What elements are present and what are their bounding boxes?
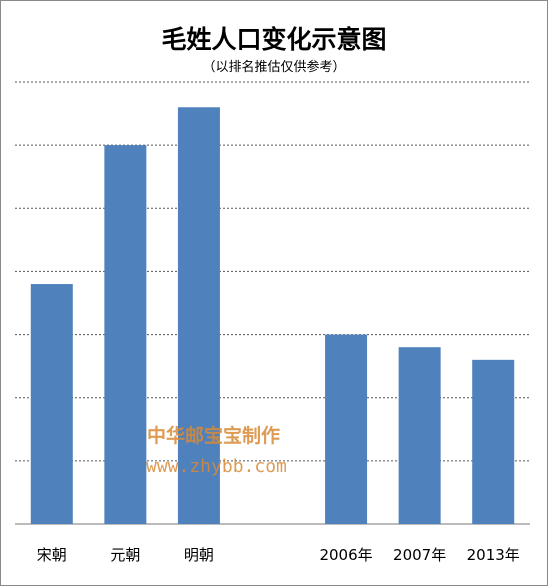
chart-subtitle: （以排名推估仅供参考）	[202, 60, 346, 75]
bar	[398, 347, 441, 524]
category-label: 元朝	[110, 546, 140, 564]
watermark-line1: 中华邮宝宝制作	[147, 424, 280, 447]
bar	[104, 145, 147, 524]
category-labels: 宋朝 元朝 明朝 2006年 2007年 2013年	[37, 546, 520, 564]
category-label: 2013年	[467, 546, 520, 564]
bar	[325, 334, 368, 524]
gridlines	[15, 81, 530, 525]
category-label: 2006年	[319, 546, 372, 564]
bars	[30, 107, 515, 524]
bar	[472, 359, 515, 524]
category-label: 明朝	[184, 546, 214, 564]
chart-title: 毛姓人口变化示意图	[161, 25, 387, 54]
category-label: 2007年	[393, 546, 446, 564]
bar	[30, 284, 73, 524]
watermark-line2: www.zhybb.com	[146, 456, 287, 477]
bar	[177, 107, 220, 524]
category-label: 宋朝	[37, 546, 67, 564]
